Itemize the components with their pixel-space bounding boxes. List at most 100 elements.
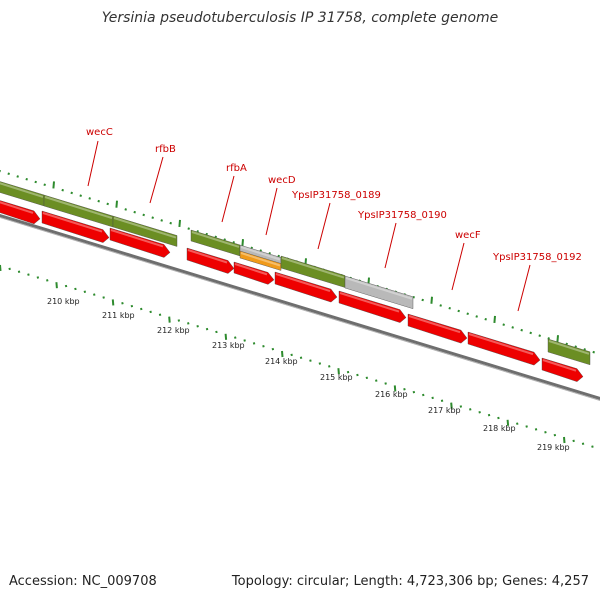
inner-tick xyxy=(375,379,378,382)
inner-tick xyxy=(83,290,87,294)
outer-tick xyxy=(61,188,64,192)
outer-tick xyxy=(178,219,181,227)
gene-feature xyxy=(112,215,178,247)
inner-tick xyxy=(130,304,134,308)
outer-tick xyxy=(106,202,109,206)
outer-tick xyxy=(115,200,118,208)
gene-label: YpsIP31758_0190 xyxy=(357,210,447,221)
outer-tick xyxy=(124,208,127,211)
kbp-scale-label: 213 kbp xyxy=(212,341,245,350)
gene-label: YpsIP31758_0192 xyxy=(492,252,582,263)
genome-backbone xyxy=(0,213,600,401)
outer-tick xyxy=(7,172,10,176)
outer-tick xyxy=(520,328,523,332)
inner-tick xyxy=(337,368,340,375)
inner-tick xyxy=(74,287,77,291)
inner-tick xyxy=(459,405,463,408)
inner-tick xyxy=(365,376,369,380)
inner-tick xyxy=(55,282,58,289)
inner-tick xyxy=(196,324,199,328)
inner-tick xyxy=(281,350,284,358)
gene-label-leader xyxy=(265,187,278,236)
outer-tick xyxy=(448,306,451,310)
gene-feature-highlight xyxy=(281,257,345,279)
inner-tick xyxy=(121,302,124,305)
gene-feature-track xyxy=(0,181,591,366)
outer-tick xyxy=(52,181,55,189)
outer-tick xyxy=(151,216,154,219)
gene-label-leader xyxy=(87,140,99,187)
kbp-scale-label: 210 kbp xyxy=(47,297,80,306)
kbp-scale-labels: 210 kbp 211 kbp 212 kbp 213 kbp 214 kbp 215 k… xyxy=(47,297,570,452)
inner-tick xyxy=(497,416,500,420)
inner-tick xyxy=(140,307,143,311)
orange-feature-highlight xyxy=(240,252,281,267)
outer-tick xyxy=(511,326,514,329)
gene-label: rfbB xyxy=(155,144,176,155)
gene-feature-highlight xyxy=(113,217,177,239)
inner-tick xyxy=(46,279,49,282)
gene-feature xyxy=(0,181,45,207)
gene-feature-highlight xyxy=(0,182,44,198)
inner-tick xyxy=(158,313,162,316)
cds-arrow xyxy=(274,271,338,303)
cds-arrow-highlight xyxy=(542,359,577,372)
inner-tick xyxy=(36,276,40,279)
inner-tick xyxy=(356,373,359,377)
gene-label: rfbA xyxy=(226,163,247,174)
inner-tick xyxy=(544,431,547,434)
inner-tick xyxy=(64,284,68,288)
cds-arrow-highlight xyxy=(468,333,534,356)
kbp-scale-label: 217 kbp xyxy=(428,406,461,415)
outer-tick xyxy=(412,295,415,299)
inner-tick xyxy=(0,264,2,272)
inner-tick xyxy=(346,370,350,374)
cds-arrow-highlight xyxy=(234,263,268,276)
outer-tick xyxy=(187,227,190,230)
outer-tick xyxy=(484,317,487,321)
outer-tick xyxy=(502,323,505,327)
orange-feature xyxy=(239,250,282,271)
outer-tick xyxy=(439,304,442,307)
cds-arrow-highlight xyxy=(0,201,34,214)
gene-feature-highlight xyxy=(548,340,590,355)
gray-feature-highlight xyxy=(345,277,413,300)
outer-tick xyxy=(142,213,145,217)
gray-feature xyxy=(344,275,414,310)
gene-label-leader xyxy=(517,264,531,312)
outer-tick xyxy=(529,331,532,335)
gene-label-leader xyxy=(149,156,164,204)
inner-tick xyxy=(93,293,96,296)
inner-tick xyxy=(581,442,585,445)
kbp-scale-label: 211 kbp xyxy=(102,311,135,320)
outer-tick xyxy=(556,335,559,343)
kbp-scale-label: 212 kbp xyxy=(157,326,190,335)
inner-tick xyxy=(252,342,256,345)
cds-arrow xyxy=(407,313,468,344)
cds-arrow xyxy=(541,357,584,382)
gene-labels: wecC rfbB rfbA wecD YpsIP31758_0189 YpsIP3175… xyxy=(86,127,582,263)
outer-tick xyxy=(133,210,136,214)
cds-arrow xyxy=(233,261,275,285)
backbone-shadow xyxy=(0,217,600,401)
outer-tick xyxy=(493,315,496,324)
cds-feature-track xyxy=(0,200,584,382)
inner-tick xyxy=(17,270,21,273)
cds-arrow-highlight xyxy=(42,212,103,233)
inner-tick xyxy=(478,410,481,414)
inner-tick xyxy=(309,359,312,362)
gene-label-leader xyxy=(451,242,465,291)
inner-tick xyxy=(224,333,228,340)
inner-tick xyxy=(563,436,566,444)
cds-arrow xyxy=(467,331,541,366)
genome-stats-text: Topology: circular; Length: 4,723,306 bp… xyxy=(231,574,589,589)
gene-label: YpsIP31758_0189 xyxy=(291,190,381,201)
inner-tick xyxy=(262,345,265,348)
outer-tick xyxy=(160,219,163,222)
outer-tick xyxy=(25,177,28,181)
inner-tick xyxy=(393,385,397,392)
inner-tick xyxy=(403,388,406,391)
inner-tick xyxy=(27,273,30,276)
